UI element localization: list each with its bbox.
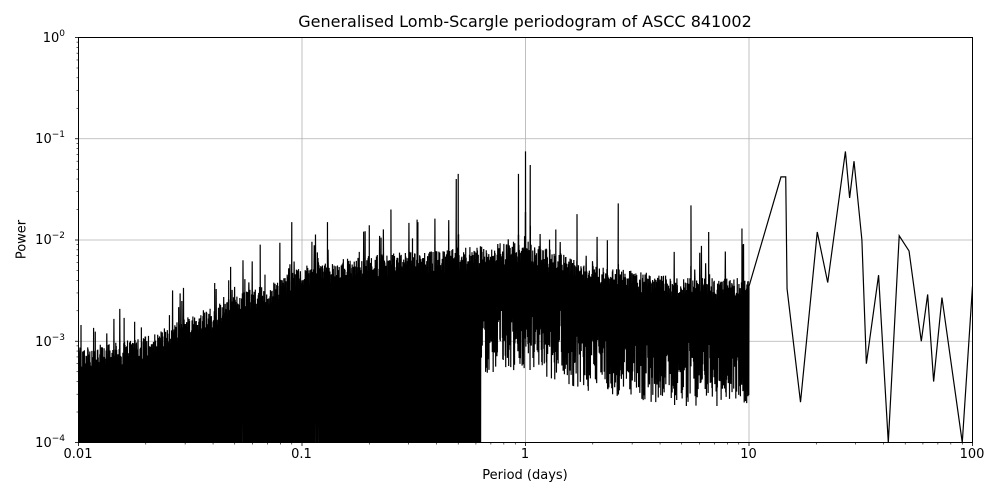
power-curve bbox=[78, 151, 973, 443]
x-tick-label: 10 bbox=[740, 447, 757, 462]
axes-frame bbox=[78, 37, 973, 443]
y-axis-label: Power bbox=[14, 219, 30, 260]
x-tick-label: 100 bbox=[959, 447, 985, 462]
x-tick-label: 0.01 bbox=[63, 447, 93, 462]
x-axis-label: Period (days) bbox=[482, 468, 568, 483]
y-tick-label: 10−2 bbox=[35, 231, 65, 248]
y-tick-label: 10−1 bbox=[35, 130, 65, 147]
chart-title: Generalised Lomb-Scargle periodogram of … bbox=[298, 12, 752, 31]
y-tick-label: 10−4 bbox=[35, 434, 65, 451]
y-tick-label: 10−3 bbox=[35, 333, 65, 350]
x-tick-label: 1 bbox=[520, 447, 530, 462]
x-tick-label: 0.1 bbox=[291, 447, 312, 462]
y-tick-label: 100 bbox=[42, 29, 65, 46]
